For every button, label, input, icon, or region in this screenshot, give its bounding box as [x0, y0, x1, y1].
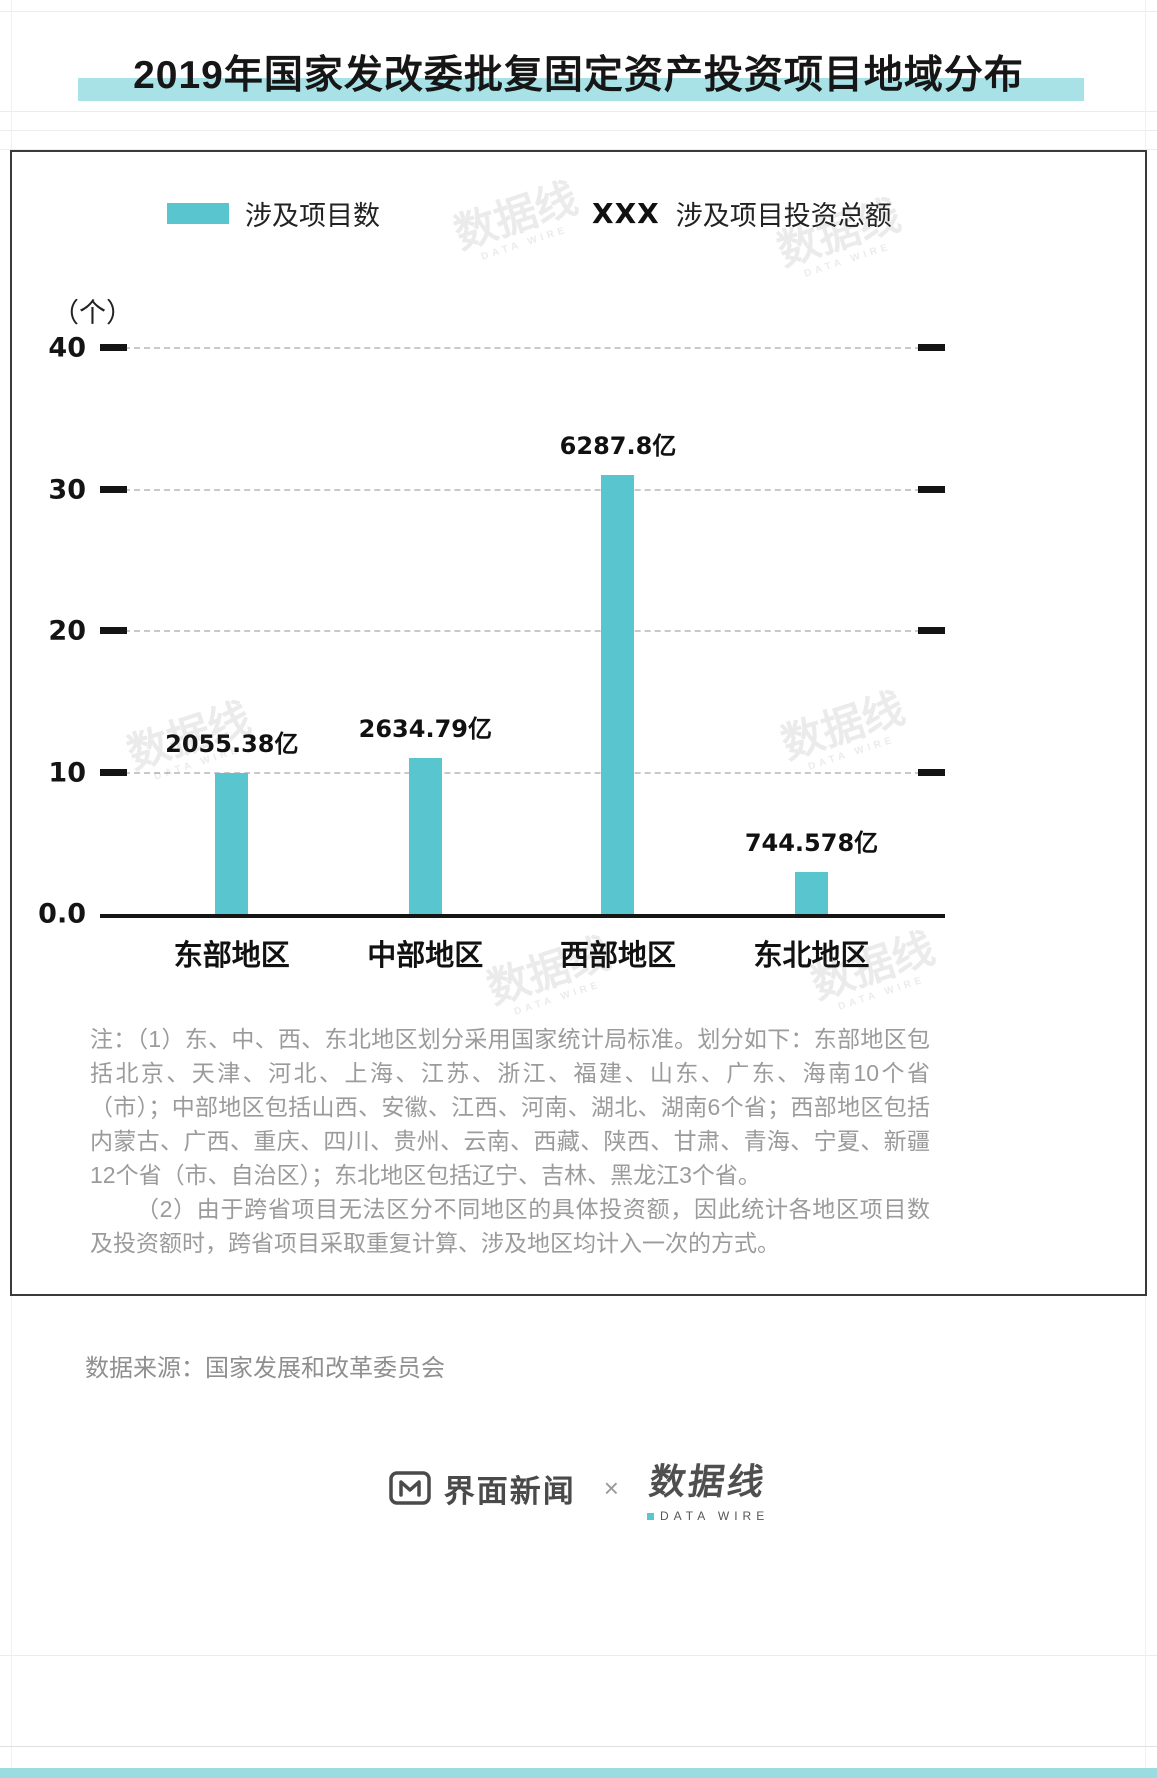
- footer-divider: [0, 1746, 1157, 1747]
- chart-panel: 涉及项目数 XXX 涉及项目投资总额 （个） 40 30 20 10 0.0 2055.3…: [10, 150, 1147, 1296]
- axis-tick-mark: [918, 485, 945, 493]
- axis-tick-mark: [100, 344, 127, 351]
- investment-value-label: 2055.38亿: [165, 729, 299, 758]
- axis-tick-mark: [918, 627, 945, 634]
- datawire-logo: 数据线 DATA WIRE: [646, 1453, 770, 1523]
- y-axis-tick-label: 20: [48, 615, 86, 647]
- investment-value-label: 6287.8亿: [559, 432, 677, 461]
- category-label: 东部地区: [173, 940, 290, 972]
- footer-logos: 界面新闻 × 数据线 DATA WIRE: [0, 1453, 1157, 1523]
- axis-tick-mark: [100, 768, 127, 776]
- bottom-accent-bar: [0, 1768, 1157, 1778]
- legend-projects-swatch: [167, 203, 229, 224]
- investment-value-label: 744.578亿: [744, 828, 879, 857]
- legend: 涉及项目数 XXX 涉及项目投资总额: [12, 194, 1145, 233]
- grid-guide-line: [0, 1655, 1157, 1656]
- grid-guide-line: [0, 11, 1157, 12]
- jiemian-icon: [389, 1471, 431, 1505]
- jiemian-logo-text: 界面新闻: [443, 1473, 576, 1509]
- category-label: 西部地区: [559, 940, 676, 972]
- jiemian-logo: 界面新闻: [388, 1466, 576, 1511]
- legend-investment-label: 涉及项目投资总额: [675, 201, 892, 231]
- bar-西部地区: [601, 475, 635, 914]
- bar-chart: 40 30 20 10 0.0 2055.38亿 东部地区 2634.79亿 中部地区 6287.…: [12, 333, 1145, 988]
- axis-tick-mark: [100, 485, 127, 493]
- plot-area: 40 30 20 10 0.0 2055.38亿 东部地区 2634.79亿 中部地区 6287.…: [38, 333, 945, 972]
- axis-tick-mark: [918, 768, 945, 776]
- datawire-logo-text: 数据线: [646, 1461, 770, 1502]
- grid-guide-line: [0, 130, 1157, 131]
- category-label: 东北地区: [753, 940, 870, 972]
- bar-东北地区: [794, 871, 828, 914]
- y-axis-unit-label: （个）: [52, 298, 133, 328]
- data-source: 数据来源：国家发展和改革委员会: [85, 1355, 445, 1382]
- title-bar: 2019年国家发改委批复固定资产投资项目地域分布: [0, 0, 1157, 101]
- page-title: 2019年国家发改委批复固定资产投资项目地域分布: [78, 44, 1084, 101]
- y-axis-tick-label: 40: [48, 332, 86, 364]
- investment-value-label: 2634.79亿: [358, 715, 492, 744]
- bar-东部地区: [215, 772, 249, 914]
- dashed-gridline: [104, 771, 941, 774]
- category-label: 中部地区: [367, 940, 484, 972]
- footnote-paragraph-2: （2）由于跨省项目无法区分不同地区的具体投资额，因此统计各地区项目数及投资额时，…: [90, 1196, 930, 1256]
- bar-中部地区: [408, 758, 442, 914]
- grid-guide-line: [0, 111, 1157, 112]
- y-axis-tick-label: 30: [48, 474, 86, 505]
- axis-tick-mark: [918, 344, 945, 351]
- logo-separator: ×: [603, 1472, 619, 1503]
- dashed-gridline: [104, 488, 941, 491]
- legend-projects-label: 涉及项目数: [245, 201, 380, 231]
- grid-guide-line: [0, 149, 1157, 150]
- axis-tick-mark: [100, 627, 127, 634]
- legend-item-investment: XXX 涉及项目投资总额: [592, 194, 892, 233]
- dashed-gridline: [104, 630, 941, 632]
- y-axis-tick-label: 10: [48, 757, 86, 788]
- dashed-gridline: [104, 347, 941, 349]
- footnote-paragraph-1: 注：（1）东、中、西、东北地区划分采用国家统计局标准。划分如下：东部地区包括北京…: [90, 1026, 930, 1188]
- footnote: 注：（1）东、中、西、东北地区划分采用国家统计局标准。划分如下：东部地区包括北京…: [90, 1022, 930, 1260]
- legend-item-projects: 涉及项目数: [167, 194, 380, 233]
- legend-investment-marker: XXX: [592, 197, 660, 230]
- datawire-logo-subtext: DATA WIRE: [647, 1509, 769, 1523]
- y-axis-tick-label: 0.0: [38, 898, 86, 930]
